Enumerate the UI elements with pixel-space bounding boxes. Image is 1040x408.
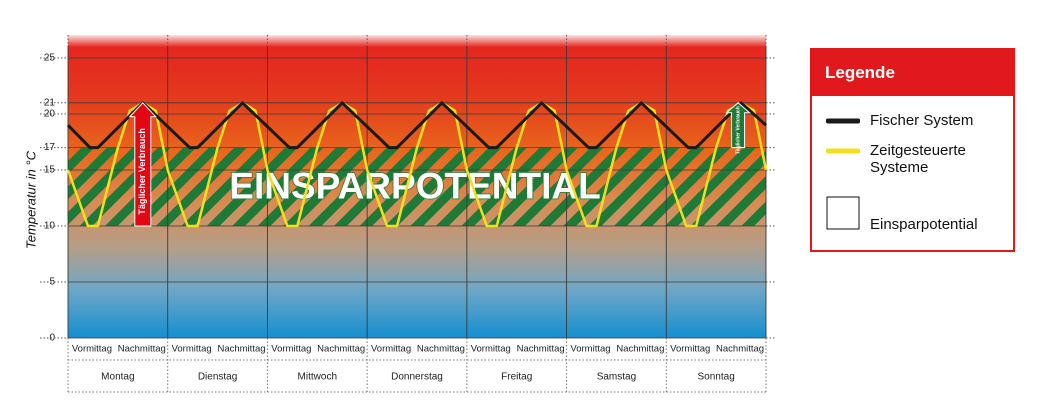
period-label: Nachmittag (517, 344, 565, 355)
period-label: Nachmittag (317, 344, 365, 355)
legend-swatch (826, 148, 860, 154)
period-label: Vormittag (172, 344, 212, 355)
legend-title: Legende (812, 50, 1013, 96)
day-label: Sonntag (698, 372, 735, 383)
y-tick-label: 0 (49, 333, 55, 344)
y-tick-label: 5 (49, 277, 55, 288)
arrow (128, 102, 157, 227)
series-line (66, 101, 768, 228)
savings-band (68, 147, 766, 226)
arrow-label: Täglicher Verbrauch (137, 128, 147, 215)
period-label: Vormittag (72, 344, 112, 355)
day-label: Donnerstag (391, 372, 443, 383)
legend-swatch (826, 118, 860, 123)
period-label: Vormittag (471, 344, 511, 355)
y-tick-label: 20 (44, 109, 56, 120)
legend-label: Einsparpotential (870, 216, 978, 233)
series-line (66, 101, 768, 150)
period-label: Vormittag (371, 344, 411, 355)
day-label: Montag (101, 372, 134, 383)
period-label: Nachmittag (217, 344, 265, 355)
band-label: EINSPARPOTENTIAL (229, 166, 600, 207)
period-label: Nachmittag (417, 344, 465, 355)
legend-label: Fischer System (870, 112, 974, 129)
arrow-label: Täglicher Verbrauch (735, 106, 741, 154)
legend: Legende Fischer System Zeitgesteuerte Sy… (810, 48, 1015, 252)
y-axis-label: Temperatur in °C (23, 150, 38, 249)
y-tick-label: 15 (44, 165, 56, 176)
legend-swatch (826, 196, 860, 229)
y-tick-label: 17 (44, 142, 56, 153)
day-label: Freitag (501, 372, 532, 383)
period-label: Nachmittag (616, 344, 664, 355)
period-label: Nachmittag (716, 344, 764, 355)
period-label: Vormittag (271, 344, 311, 355)
period-label: Vormittag (570, 344, 610, 355)
period-label: Nachmittag (118, 344, 166, 355)
legend-item: Zeitgesteuerte Systeme (826, 142, 996, 176)
legend-item: Fischer System (826, 112, 973, 129)
day-label: Samstag (597, 372, 636, 383)
y-tick-label: 25 (44, 53, 56, 64)
period-label: Vormittag (670, 344, 710, 355)
day-label: Mittwoch (298, 372, 337, 383)
day-label: Dienstag (198, 372, 237, 383)
arrow (725, 102, 751, 149)
legend-item: Einsparpotential (826, 192, 978, 233)
legend-label: Zeitgesteuerte Systeme (870, 142, 966, 176)
y-tick-label: 21 (44, 97, 56, 108)
y-tick-label: 10 (44, 221, 56, 232)
